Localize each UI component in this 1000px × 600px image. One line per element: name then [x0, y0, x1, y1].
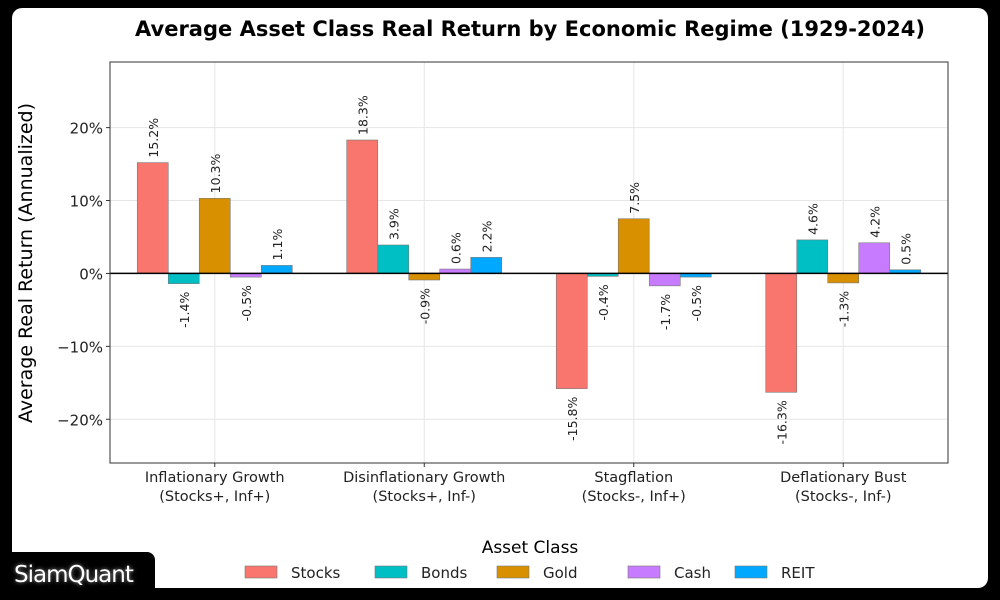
data-label: 15.2% [146, 118, 161, 158]
data-label: 2.2% [479, 221, 494, 253]
data-label: 4.2% [867, 206, 882, 238]
legend-label-gold: Gold [543, 564, 578, 582]
data-label: -1.4% [177, 292, 192, 328]
legend-swatch-reit [734, 565, 768, 579]
data-label: -15.8% [565, 397, 580, 441]
legend-swatch-stocks [244, 565, 278, 579]
data-label: -1.7% [658, 294, 673, 330]
data-label: -0.9% [417, 288, 432, 324]
legend-swatch-bonds [374, 565, 408, 579]
x-tick-label: (Stocks+, Inf-) [373, 489, 476, 505]
bar-cash [858, 242, 891, 274]
logo-text: SiamQuant [14, 562, 134, 588]
legend-label-bonds: Bonds [421, 564, 467, 582]
data-label: -1.3% [836, 291, 851, 327]
bar-bonds [167, 273, 200, 284]
legend-swatch-cash [627, 565, 661, 579]
bar-stocks [136, 162, 169, 274]
y-tick-label: −20% [57, 411, 103, 429]
data-label: -0.5% [689, 285, 704, 321]
bar-gold [408, 273, 441, 281]
x-tick-label: Deflationary Bust [780, 470, 907, 486]
y-tick-label: 20% [70, 120, 103, 138]
bar-reit [470, 257, 503, 274]
data-label: 3.9% [386, 208, 401, 240]
bar-stocks [555, 273, 588, 389]
legend-label-cash: Cash [674, 564, 711, 582]
x-tick-label: (Stocks-, Inf+) [582, 489, 686, 505]
legend-title: Asset Class [482, 538, 579, 558]
x-tick-label: Inflationary Growth [145, 470, 285, 486]
data-label: 7.5% [627, 182, 642, 214]
legend-swatch-gold [496, 565, 530, 579]
legend-label-stocks: Stocks [291, 564, 341, 582]
bar-bonds [377, 244, 410, 274]
plot-border [109, 61, 949, 464]
data-label: -16.3% [774, 400, 789, 444]
chart-frame [12, 8, 988, 588]
bar-bonds [796, 239, 829, 274]
x-tick-label: Stagflation [594, 470, 673, 486]
y-axis-label: Average Real Return (Annualized) [15, 103, 37, 423]
data-label: 10.3% [208, 154, 223, 194]
x-tick-label: (Stocks+, Inf+) [159, 489, 270, 505]
y-tick-label: 0% [79, 265, 103, 283]
data-label: -0.4% [596, 284, 611, 320]
data-label: 4.6% [805, 203, 820, 235]
legend-label-reit: REIT [781, 564, 815, 582]
chart-title: Average Asset Class Real Return by Econo… [135, 17, 925, 41]
bar-reit [260, 265, 293, 274]
y-tick-label: −10% [57, 338, 103, 356]
siamquant-logo: SiamQuant [0, 552, 155, 600]
bar-gold [617, 218, 650, 274]
bar-stocks [346, 139, 379, 274]
bar-gold [198, 198, 231, 274]
data-label: 0.6% [448, 232, 463, 264]
data-label: 18.3% [355, 95, 370, 135]
data-label: 1.1% [270, 229, 285, 261]
bar-stocks [765, 273, 798, 393]
data-label: 0.5% [898, 233, 913, 265]
x-tick-label: (Stocks-, Inf-) [795, 489, 891, 505]
y-tick-label: 10% [70, 193, 103, 211]
x-tick-label: Disinflationary Growth [343, 470, 505, 486]
data-label: -0.5% [239, 285, 254, 321]
bar-cash [648, 273, 681, 287]
bar-gold [827, 273, 860, 284]
